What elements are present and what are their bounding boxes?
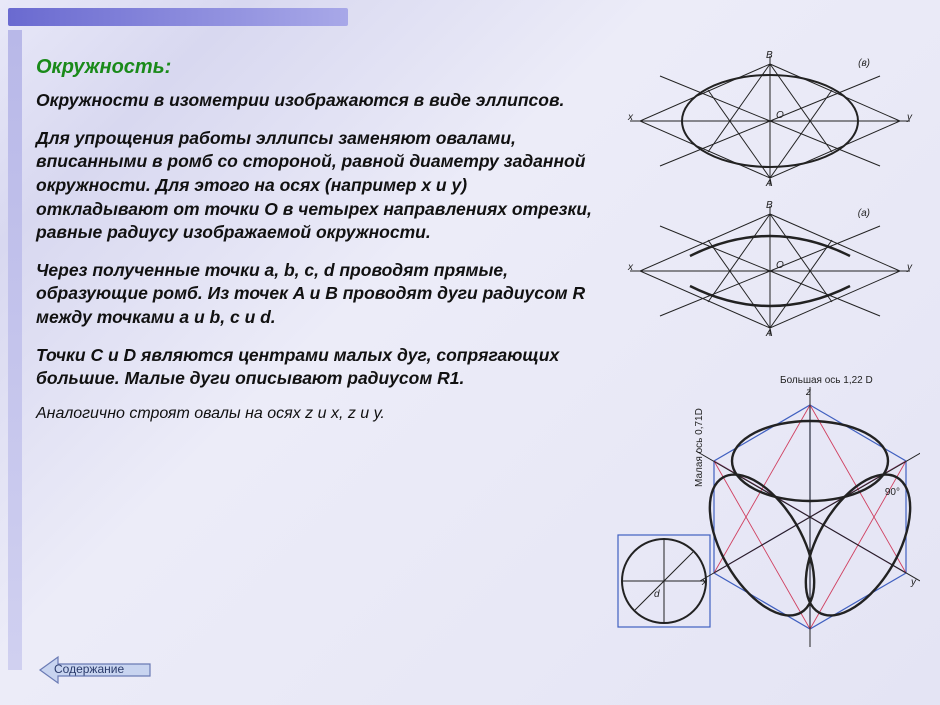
- paragraph-3: Через полученные точки a, b, c, d провод…: [36, 259, 596, 330]
- nav-contents-button[interactable]: Содержание: [36, 653, 154, 687]
- label-B2: B: [766, 200, 773, 211]
- paragraph-1: Окружности в изометрии изображаются в ви…: [36, 89, 596, 113]
- diagram-mid-rhombus: B A x y O (а): [630, 206, 910, 336]
- label-A: A: [766, 178, 773, 189]
- label-O: O: [776, 110, 784, 121]
- diagram-top-rhombus: B A x y O (в): [630, 56, 910, 186]
- circle-d: d: [654, 589, 660, 600]
- big-axis-label: Большая ось 1,22 D: [780, 375, 873, 386]
- small-axis-label: Малая ось 0,71D: [694, 408, 705, 487]
- axis-x: x: [702, 577, 707, 588]
- label-A2: A: [766, 328, 773, 339]
- title: Окружность:: [36, 56, 596, 79]
- diagram-isometric-cube: Большая ось 1,22 D Малая ось 0,71D z x y…: [610, 377, 920, 657]
- axis-y: y: [911, 577, 916, 588]
- axis-z: z: [806, 387, 811, 398]
- decorative-topbar: [8, 8, 348, 26]
- label-x: x: [628, 112, 633, 123]
- label-y2: y: [907, 262, 912, 273]
- text-content: Окружность: Окружности в изометрии изобр…: [36, 56, 596, 423]
- angle-90: 90°: [885, 487, 900, 498]
- label-O2: O: [776, 260, 784, 271]
- label-x2: x: [628, 262, 633, 273]
- label-y: y: [907, 112, 912, 123]
- paragraph-4: Точки C и D являются центрами малых дуг,…: [36, 344, 596, 391]
- label-tag: (в): [858, 58, 870, 69]
- label-B: B: [766, 50, 773, 61]
- decorative-sidebar: [8, 30, 22, 670]
- paragraph-2: Для упрощения работы эллипсы заменяют ов…: [36, 127, 596, 245]
- label-tag2: (а): [858, 208, 870, 219]
- footer-note: Аналогично строят овалы на осях z и x, z…: [36, 405, 596, 423]
